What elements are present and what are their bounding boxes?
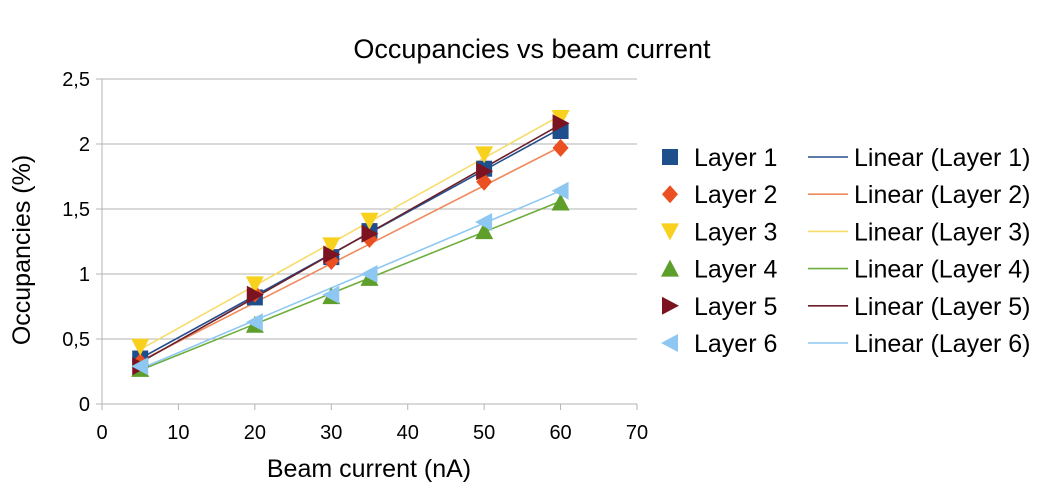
point-layer-3	[360, 212, 379, 230]
legend-label-linear-1: Linear (Layer 1)	[854, 144, 1030, 172]
point-layer-5	[246, 285, 264, 304]
x-axis-label: Beam current (nA)	[267, 455, 471, 483]
y-tick-label: 0,5	[62, 329, 90, 351]
trendline-layer-2	[139, 145, 561, 362]
legend-marker-layer-4	[661, 259, 679, 277]
y-tick-label: 1,5	[62, 199, 90, 221]
legend: Layer 1 Linear (Layer 1) Layer 2 Linear (La…	[661, 144, 1030, 358]
x-tick-label: 0	[96, 422, 107, 444]
legend-label-layer-1: Layer 1	[694, 144, 777, 172]
legend-label-layer-2: Layer 2	[694, 181, 777, 209]
point-layer-5	[552, 114, 570, 133]
trendline-layer-3	[139, 114, 561, 351]
x-tick-label: 30	[320, 422, 342, 444]
trendline-layer-4	[139, 200, 561, 371]
legend-marker-layer-6	[661, 334, 678, 352]
trendline-layer-5	[139, 123, 561, 364]
legend-label-layer-3: Layer 3	[694, 218, 777, 246]
point-layer-5	[361, 224, 379, 243]
legend-marker-layer-3	[661, 223, 679, 241]
y-tick-label: 1	[79, 264, 90, 286]
point-layer-6	[475, 213, 493, 231]
legend-marker-layer-2	[662, 185, 678, 204]
legend-marker-layer-5	[662, 296, 679, 315]
y-tick-label: 2,5	[62, 69, 90, 91]
y-tick-labels: 0 0,5 1 1,5 2 2,5	[62, 69, 90, 416]
chart-title: Occupancies vs beam current	[353, 34, 711, 64]
axes	[96, 78, 638, 410]
trendline-layer-6	[139, 190, 561, 370]
point-layer-6	[131, 357, 149, 376]
x-tick-label: 20	[244, 422, 266, 444]
point-layer-4	[551, 193, 570, 211]
point-layer-3	[475, 146, 494, 164]
point-layer-5	[476, 162, 494, 181]
x-tick-label: 50	[473, 422, 495, 444]
x-tick-label: 10	[167, 422, 189, 444]
trendlines	[139, 114, 561, 371]
y-axis-label: Occupancies (%)	[8, 155, 36, 345]
legend-label-linear-3: Linear (Layer 3)	[854, 218, 1030, 246]
point-layer-4	[475, 222, 494, 240]
data-points	[131, 110, 570, 377]
legend-marker-layer-1	[662, 149, 678, 165]
x-tick-label: 40	[397, 422, 419, 444]
legend-label-layer-4: Layer 4	[694, 256, 777, 284]
legend-label-linear-6: Linear (Layer 6)	[854, 330, 1030, 358]
x-tick-label: 60	[549, 422, 571, 444]
point-layer-2	[552, 138, 569, 157]
point-layer-6	[322, 285, 340, 304]
grid	[102, 78, 637, 340]
point-layer-6	[551, 181, 569, 200]
point-layer-5	[323, 245, 341, 264]
x-tick-label: 70	[626, 422, 648, 444]
legend-label-layer-5: Layer 5	[694, 293, 777, 321]
legend-label-linear-4: Linear (Layer 4)	[854, 256, 1030, 284]
point-layer-6	[245, 313, 263, 332]
legend-label-linear-5: Linear (Layer 5)	[854, 293, 1030, 321]
y-tick-label: 0	[79, 394, 90, 416]
legend-label-linear-2: Linear (Layer 2)	[854, 181, 1030, 209]
legend-label-layer-6: Layer 6	[694, 330, 777, 358]
y-tick-label: 2	[79, 134, 90, 156]
point-layer-3	[131, 338, 150, 356]
x-tick-labels: 0 10 20 30 40 50 60 70	[96, 422, 648, 444]
point-layer-3	[245, 276, 264, 294]
point-layer-3	[322, 237, 341, 255]
point-layer-6	[360, 265, 378, 283]
